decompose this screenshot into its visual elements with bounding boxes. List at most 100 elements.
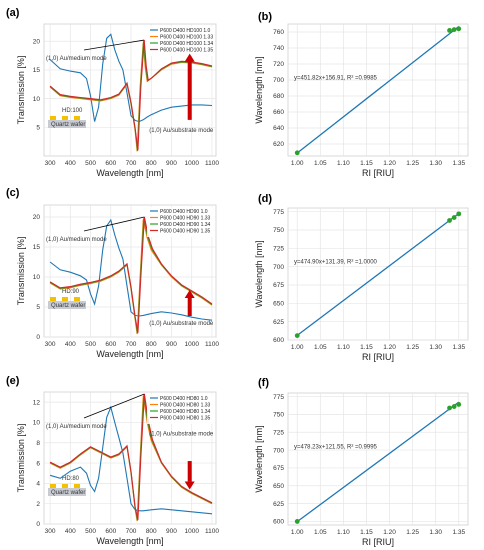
x-tick-label: 1.25	[406, 344, 419, 351]
y-tick-label: 650	[273, 483, 284, 490]
x-tick-label: 1000	[184, 528, 199, 535]
x-tick-label: 600	[105, 528, 116, 535]
x-tick-label: 1.20	[383, 344, 396, 351]
legend-entry: P600 D400 HD90 1.35	[160, 228, 211, 234]
data-point	[451, 27, 457, 32]
y-axis-label: Wavelength [nm]	[254, 240, 264, 307]
x-tick-label: 1.25	[406, 160, 419, 167]
inset-gold-disk	[62, 116, 68, 120]
data-point	[294, 150, 300, 156]
y-tick-label: 6	[36, 460, 40, 467]
legend-entry: P600 D400 HD100 1.34	[160, 41, 213, 47]
x-tick-label: 600	[105, 341, 116, 348]
legend-entry: P600 D400 HD90 1.33	[160, 215, 211, 221]
x-tick-label: 300	[45, 528, 56, 535]
y-tick-label: 640	[273, 125, 284, 132]
peak-pointer-line	[83, 393, 145, 419]
series-line-1	[49, 405, 213, 515]
x-tick-label: 1.05	[314, 160, 327, 167]
x-tick-label: 800	[146, 160, 157, 167]
x-tick-label: 1.05	[314, 529, 327, 536]
y-axis-label: Transmission [%]	[16, 56, 26, 125]
fit-line	[296, 25, 460, 154]
x-axis-label: Wavelength [nm]	[96, 168, 163, 178]
inset-wafer	[48, 488, 86, 496]
x-tick-label: 1.20	[383, 160, 396, 167]
y-tick-label: 700	[273, 77, 284, 84]
series-line-4	[49, 40, 213, 151]
y-tick-label: 650	[273, 301, 284, 308]
series-line-3	[49, 41, 213, 151]
panel-b: (b) 1.00 1.05 1.10 1.15 1.20 1.25 1.30 1.35 620 64…	[254, 11, 469, 178]
y-tick-label: 625	[273, 501, 284, 508]
panel-c: (c) 300 400 500 600 700 800 900 1000 1100 0 5 10 15 20…	[6, 187, 219, 359]
fit-equation: y=474.90x+131.39, R² =1.0000	[294, 259, 378, 265]
fit-line	[296, 401, 460, 523]
lower-mode-annotation: (1,0) Au/substrate mode	[149, 432, 214, 438]
panel-label: (d)	[258, 193, 272, 205]
y-tick-label: 660	[273, 109, 284, 116]
upper-mode-annotation: (1,0) Au/medium mode	[46, 56, 107, 62]
x-tick-label: 1100	[205, 160, 219, 167]
shift-arrow-head	[184, 53, 195, 62]
x-tick-label: 900	[166, 528, 177, 535]
y-tick-label: 775	[273, 394, 284, 401]
inset-wafer-label: Quartz wafer	[51, 303, 85, 309]
x-tick-label: 900	[166, 341, 177, 348]
data-point	[447, 28, 452, 33]
panel-label: (a)	[6, 7, 20, 19]
inset-gold-disk	[74, 116, 80, 120]
upper-mode-annotation: (1,0) Au/medium mode	[46, 424, 107, 430]
data-point	[294, 333, 300, 338]
x-axis-label: RI [RIU]	[362, 168, 394, 178]
data-point	[451, 404, 457, 409]
data-point	[451, 215, 457, 220]
x-tick-label: 1.20	[383, 529, 396, 536]
x-tick-label: 1.10	[337, 160, 350, 167]
inset-height-label: HD:90	[62, 289, 80, 295]
y-tick-label: 775	[273, 209, 284, 216]
legend-box	[147, 394, 215, 424]
series-line-2	[49, 42, 213, 152]
x-tick-label: 800	[146, 341, 157, 348]
series-line-4	[49, 393, 213, 521]
y-tick-label: 0	[36, 334, 40, 341]
x-axis-label: Wavelength [nm]	[96, 349, 163, 359]
x-tick-label: 400	[65, 341, 76, 348]
y-tick-label: 760	[273, 29, 284, 36]
data-point	[447, 405, 452, 411]
y-tick-label: 10	[33, 420, 41, 427]
y-axis-label: Transmission [%]	[16, 424, 26, 493]
y-tick-label: 750	[273, 227, 284, 234]
x-tick-label: 1.30	[429, 529, 442, 536]
y-tick-label: 0	[36, 521, 40, 528]
x-tick-label: 600	[105, 160, 116, 167]
x-tick-label: 1.35	[452, 160, 465, 167]
inset-height-label: HD:80	[62, 476, 80, 482]
inset-gold-disk	[50, 297, 56, 301]
data-point	[456, 211, 462, 217]
x-tick-label: 1.15	[360, 529, 373, 536]
peak-pointer-line	[83, 216, 145, 232]
y-tick-label: 620	[273, 141, 284, 148]
legend-box	[147, 207, 215, 237]
peak-pointer-line	[83, 39, 145, 51]
inset-gold-disk	[62, 484, 68, 488]
panel-label: (e)	[6, 375, 20, 387]
x-tick-label: 1.35	[452, 344, 465, 351]
series-line-1	[49, 33, 213, 123]
y-tick-label: 15	[33, 67, 41, 74]
y-tick-label: 725	[273, 429, 284, 436]
inset-gold-disk	[74, 484, 80, 488]
legend-entry: P600 D400 HD80 1.33	[160, 402, 211, 408]
x-tick-label: 1.10	[337, 344, 350, 351]
x-tick-label: 1.05	[314, 344, 327, 351]
legend-entry: P600 D400 HD90 1.34	[160, 222, 211, 228]
x-tick-label: 700	[126, 160, 137, 167]
y-tick-label: 600	[273, 519, 284, 526]
legend-box	[147, 26, 215, 56]
x-tick-label: 300	[45, 160, 56, 167]
x-tick-label: 1.00	[291, 529, 304, 536]
data-point	[447, 218, 452, 223]
legend-entry: P600 D400 HD100 1.0	[160, 28, 211, 34]
